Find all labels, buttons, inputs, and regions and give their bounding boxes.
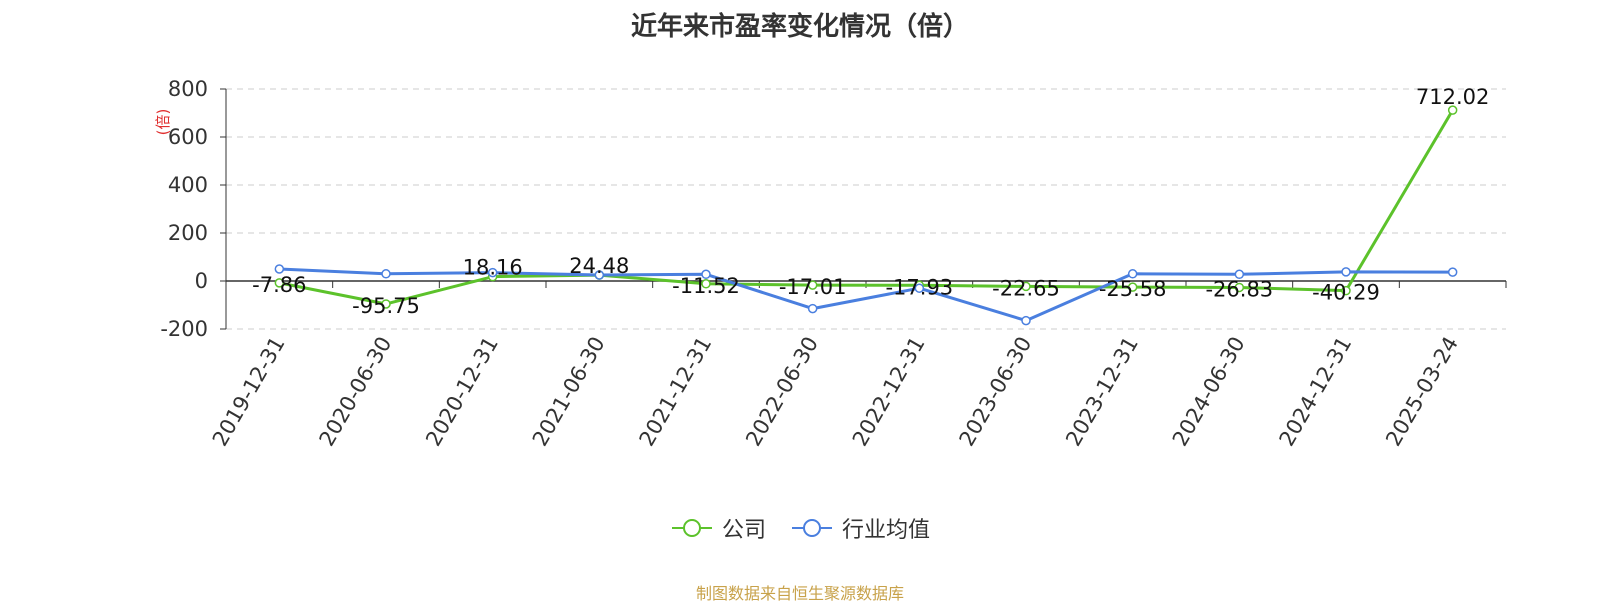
data-point-company xyxy=(1127,282,1138,292)
data-point-industry xyxy=(701,269,711,280)
data-point-company xyxy=(807,280,818,290)
data-label: -17.93 xyxy=(885,275,953,299)
data-point-industry xyxy=(1447,267,1458,277)
y-tick-label: 0 xyxy=(195,269,208,293)
data-point-industry xyxy=(1127,269,1138,279)
data-label: 24.48 xyxy=(569,254,629,278)
data-point-industry xyxy=(1234,269,1245,280)
data-point-company xyxy=(1341,285,1351,296)
chart-title: 近年来市盈率变化情况（倍） xyxy=(630,12,969,42)
x-tick-label: 2022-06-30 xyxy=(741,333,823,451)
series-line-industry xyxy=(279,267,1453,323)
data-point-industry xyxy=(914,283,925,293)
data-label: -25.58 xyxy=(1099,277,1167,301)
source-note: 制图数据来自恒生聚源数据库 xyxy=(695,584,904,603)
series-line-company xyxy=(279,109,1454,306)
data-point-industry xyxy=(1341,267,1351,277)
legend-label-industry: 行业均值 xyxy=(842,518,931,543)
legend: 公司 行业均值 xyxy=(0,512,1600,544)
data-label: -7.86 xyxy=(252,273,306,297)
x-tick-label: 2021-06-30 xyxy=(528,333,610,451)
data-label: -26.83 xyxy=(1205,277,1273,301)
data-label: -17.01 xyxy=(779,275,847,299)
x-tick-label: 2024-12-31 xyxy=(1275,333,1357,451)
data-point-company xyxy=(1021,281,1031,292)
data-point-industry xyxy=(381,269,391,279)
legend-industry-icon xyxy=(792,519,832,537)
data-point-industry xyxy=(1021,315,1031,326)
data-label: -40.29 xyxy=(1312,281,1380,305)
x-tick-label: 2021-12-31 xyxy=(635,333,717,451)
y-tick-label: 200 xyxy=(168,221,208,245)
data-labels: -7.86 -95.75 18.16 24.48 -11.52 -17.01 -17.93 -… xyxy=(252,85,1489,318)
legend-company-icon xyxy=(671,519,712,537)
series xyxy=(274,105,1458,326)
y-axis-label: (倍) xyxy=(154,109,172,136)
x-tick-label: 2020-12-31 xyxy=(421,332,503,450)
legend-item-company[interactable]: 公司 xyxy=(670,512,766,544)
grid-lines xyxy=(226,88,1506,330)
x-tick-label: 2025-03-24 xyxy=(1381,333,1463,451)
legend-label-company: 公司 xyxy=(721,518,766,543)
data-point-company xyxy=(701,279,711,289)
data-label: -95.75 xyxy=(352,294,420,318)
data-point-company xyxy=(1447,105,1458,115)
axes: -200 0 200 400 600 800 (倍) 2019-12-31 2020-06-30… xyxy=(154,77,1507,451)
x-tick-label: 2022-12-31 xyxy=(848,332,930,450)
data-point-industry xyxy=(594,270,605,280)
y-tick-label: 400 xyxy=(168,173,208,197)
data-point-industry xyxy=(274,264,285,274)
data-label: 712.02 xyxy=(1416,85,1489,109)
x-tick-label: 2024-06-30 xyxy=(1168,333,1250,451)
data-point-company xyxy=(1234,282,1245,293)
x-tick-label: 2023-12-31 xyxy=(1061,333,1143,451)
data-label: -22.65 xyxy=(992,276,1060,300)
y-tick-label: -200 xyxy=(160,317,208,341)
x-tick-label: 2023-06-30 xyxy=(955,333,1037,451)
data-label: 18.16 xyxy=(463,256,523,280)
x-tick-label: 2019-12-31 xyxy=(208,333,290,451)
data-point-company xyxy=(381,299,391,309)
x-tick-label: 2020-06-30 xyxy=(315,333,397,451)
data-point-company xyxy=(274,278,285,288)
legend-item-industry[interactable]: 行业均值 xyxy=(790,512,930,544)
y-tick-label: 600 xyxy=(168,125,208,149)
data-point-industry xyxy=(807,303,818,314)
y-tick-label: 800 xyxy=(168,77,208,101)
data-label: -11.52 xyxy=(672,274,740,298)
data-point-industry xyxy=(487,267,498,278)
